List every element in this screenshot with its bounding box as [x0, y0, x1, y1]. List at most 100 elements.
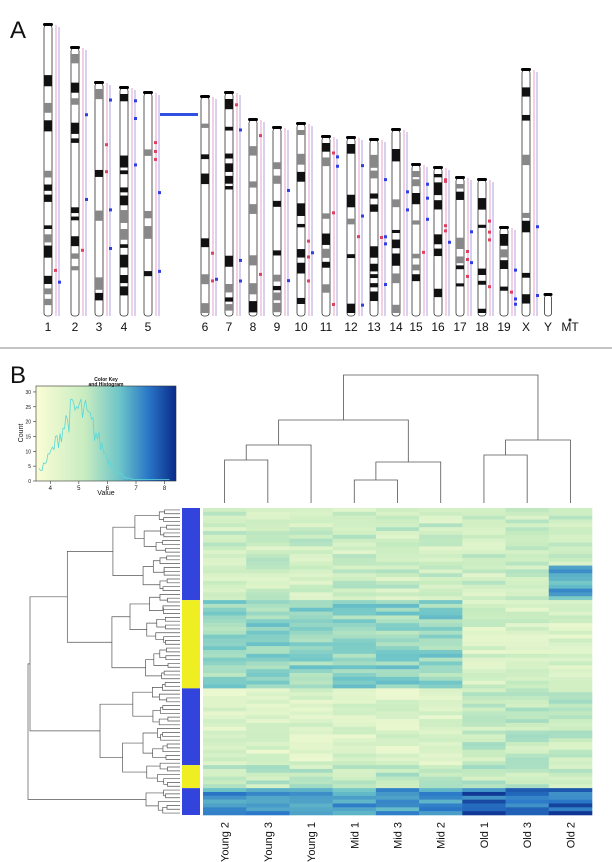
heatmap-cell — [203, 726, 247, 731]
band — [225, 153, 233, 159]
chromosome-label: X — [522, 320, 530, 334]
chromosome — [346, 137, 356, 317]
heatmap-cell — [462, 780, 506, 785]
heatmap-cell — [246, 726, 290, 731]
column-label: Mid 3 — [393, 822, 405, 849]
centromere — [321, 135, 331, 138]
row-group-bar — [182, 688, 200, 766]
heatmap-cell — [246, 603, 290, 609]
heatmap-cell — [505, 772, 550, 777]
dendrogram-link — [167, 597, 180, 603]
heatmap-cell — [548, 776, 593, 781]
band — [478, 198, 486, 210]
band — [297, 297, 305, 304]
heatmap-cell — [246, 511, 290, 516]
heatmap-cell — [419, 657, 463, 662]
heatmap-cell — [505, 615, 550, 620]
heatmap-cell — [246, 649, 290, 655]
dendrogram-link — [166, 697, 180, 703]
heatmap-cell — [419, 757, 463, 762]
heatmap-cell — [375, 580, 420, 586]
heatmap-cell — [462, 569, 506, 574]
heatmap-cell — [419, 692, 463, 697]
heatmap-cell — [246, 669, 290, 674]
heatmap-cell — [505, 600, 550, 605]
heatmap-cell — [246, 742, 290, 747]
heatmap-cell — [505, 795, 550, 800]
heatmap-cell — [289, 546, 333, 551]
heatmap-cell — [246, 761, 290, 766]
heatmap-cell — [246, 765, 290, 770]
marker — [426, 196, 429, 200]
dendrogram-link — [29, 596, 101, 732]
band — [322, 233, 330, 245]
dendrogram-link — [162, 605, 180, 611]
band — [456, 283, 464, 287]
band — [412, 193, 420, 205]
y-axis-label: Count — [18, 424, 25, 443]
dendrogram-link — [162, 586, 180, 591]
heatmap-cell — [332, 515, 377, 520]
heatmap-cell — [246, 807, 290, 812]
heatmap-cell — [289, 811, 333, 816]
heatmap-cell — [289, 531, 333, 536]
band — [370, 283, 378, 288]
heatmap-cell — [332, 554, 377, 559]
marker — [332, 302, 335, 306]
dendrogram-link — [162, 607, 180, 614]
heatmap-cell — [375, 711, 420, 716]
band — [95, 89, 103, 100]
heatmap-cell — [332, 676, 377, 681]
heatmap-cell — [246, 611, 290, 616]
heatmap-cell — [332, 761, 377, 766]
band — [392, 273, 400, 284]
heatmap-cell — [203, 527, 247, 532]
heatmap-cell — [462, 623, 506, 628]
dendrogram-link — [145, 659, 162, 677]
heatmap-cell — [419, 726, 463, 731]
dendrogram-link — [505, 439, 571, 503]
heatmap-cell — [332, 745, 377, 751]
heatmap-cell — [548, 791, 593, 797]
band — [120, 195, 128, 206]
heatmap-cell — [462, 684, 506, 689]
heatmap-cell — [289, 554, 333, 559]
heatmap-cell — [246, 734, 290, 739]
heatmap-cell — [203, 749, 247, 754]
dendrogram-link — [160, 734, 180, 741]
heatmap-cell — [289, 669, 333, 674]
chromosome-label: 6 — [202, 320, 209, 334]
dendrogram-link — [164, 509, 180, 515]
heatmap-cell — [289, 592, 333, 597]
band — [347, 194, 355, 208]
heatmap-cell — [375, 611, 420, 616]
chromosome — [296, 123, 306, 317]
heatmap-cell — [419, 749, 463, 754]
heatmap-cell — [332, 623, 377, 628]
marker — [58, 280, 61, 284]
heatmap-cell — [203, 607, 247, 612]
heatmap-cell — [375, 669, 420, 674]
heatmap-cell — [462, 546, 506, 551]
heatmap-cell — [203, 738, 247, 743]
band — [392, 199, 400, 208]
heatmap-cell — [246, 615, 290, 620]
heatmap-cell — [246, 592, 290, 597]
chromosome-label: 5 — [145, 320, 152, 334]
heatmap-cell — [462, 669, 506, 674]
heatmap-cell — [505, 554, 550, 559]
centromere — [224, 91, 234, 94]
band — [71, 54, 79, 64]
heatmap-cell — [462, 673, 506, 678]
heatmap-cell — [419, 696, 463, 701]
heatmap-cell — [462, 511, 506, 516]
heatmap-cell — [505, 692, 550, 697]
heatmap-cell — [289, 722, 333, 728]
heatmap-cell — [332, 531, 377, 536]
column-label: Young 3 — [263, 822, 275, 862]
dendrogram-link — [165, 624, 180, 630]
centromere — [200, 95, 210, 98]
heatmap-cell — [332, 673, 377, 678]
heatmap-cell — [246, 534, 290, 539]
